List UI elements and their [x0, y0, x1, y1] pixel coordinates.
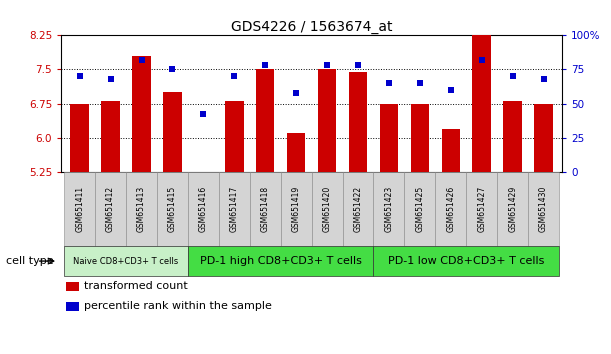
Bar [503, 101, 522, 172]
Bar [349, 72, 367, 172]
Point [477, 57, 486, 63]
Point [106, 76, 115, 82]
Bar [497, 172, 528, 246]
Bar [472, 31, 491, 172]
Bar [188, 172, 219, 246]
Text: GSM651418: GSM651418 [261, 186, 269, 232]
Bar [534, 103, 553, 172]
Text: GSM651429: GSM651429 [508, 186, 517, 232]
Point [353, 63, 363, 68]
Text: GSM651415: GSM651415 [168, 186, 177, 232]
Point [75, 73, 84, 79]
Text: GSM651420: GSM651420 [323, 186, 332, 232]
Text: percentile rank within the sample: percentile rank within the sample [84, 301, 271, 311]
Bar [312, 172, 343, 246]
Bar [373, 246, 559, 276]
Title: GDS4226 / 1563674_at: GDS4226 / 1563674_at [231, 21, 392, 34]
Text: GSM651422: GSM651422 [354, 186, 362, 232]
Text: GSM651411: GSM651411 [75, 186, 84, 232]
Text: GSM651413: GSM651413 [137, 186, 146, 232]
Text: PD-1 low CD8+CD3+ T cells: PD-1 low CD8+CD3+ T cells [388, 256, 544, 266]
Text: GSM651425: GSM651425 [415, 186, 425, 232]
Bar [318, 69, 336, 172]
Bar [343, 172, 373, 246]
Bar [64, 246, 188, 276]
Bar [66, 302, 79, 311]
Bar [95, 172, 126, 246]
Bar [219, 172, 250, 246]
Bar [70, 103, 89, 172]
Text: GSM651423: GSM651423 [384, 186, 393, 232]
Point [229, 73, 239, 79]
Bar [442, 129, 460, 172]
Bar [435, 172, 466, 246]
Point [384, 80, 394, 86]
Bar [466, 172, 497, 246]
Point [291, 90, 301, 96]
Bar [287, 133, 306, 172]
Bar [256, 69, 274, 172]
Bar [250, 172, 280, 246]
Text: GSM651412: GSM651412 [106, 186, 115, 232]
Point [322, 63, 332, 68]
Text: cell type: cell type [6, 256, 54, 266]
Text: GSM651416: GSM651416 [199, 186, 208, 232]
Bar [379, 103, 398, 172]
Bar [404, 172, 435, 246]
Bar [411, 103, 429, 172]
Point [415, 80, 425, 86]
Bar [132, 56, 151, 172]
Bar [126, 172, 157, 246]
Text: GSM651419: GSM651419 [291, 186, 301, 232]
Point [446, 87, 456, 93]
Point [137, 57, 147, 63]
Text: GSM651426: GSM651426 [446, 186, 455, 232]
Text: GSM651430: GSM651430 [539, 185, 548, 232]
Bar [64, 172, 95, 246]
Point [508, 73, 518, 79]
Text: Naive CD8+CD3+ T cells: Naive CD8+CD3+ T cells [73, 257, 178, 266]
Text: GSM651427: GSM651427 [477, 186, 486, 232]
Bar [528, 172, 559, 246]
Bar [373, 172, 404, 246]
Point [539, 76, 549, 82]
Text: PD-1 high CD8+CD3+ T cells: PD-1 high CD8+CD3+ T cells [200, 256, 362, 266]
Bar [101, 101, 120, 172]
Bar [66, 282, 79, 291]
Text: transformed count: transformed count [84, 281, 188, 291]
Point [167, 67, 177, 72]
Bar [188, 246, 373, 276]
Text: GSM651417: GSM651417 [230, 186, 239, 232]
Bar [225, 101, 244, 172]
Bar [280, 172, 312, 246]
Point [260, 63, 270, 68]
Point [199, 112, 208, 117]
Bar [163, 92, 181, 172]
Bar [157, 172, 188, 246]
